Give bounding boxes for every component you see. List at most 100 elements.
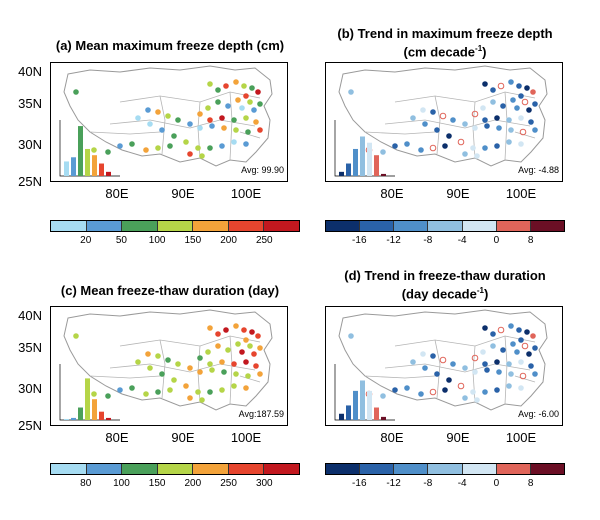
station-marker bbox=[197, 125, 203, 131]
station-marker bbox=[430, 109, 436, 115]
station-marker bbox=[518, 93, 524, 99]
station-marker bbox=[434, 127, 440, 133]
colorbar-d-segment bbox=[530, 464, 564, 474]
histogram-bar bbox=[381, 173, 386, 176]
colorbar-c-segment bbox=[157, 464, 194, 474]
station-marker bbox=[470, 145, 476, 151]
colorbar-c-segment bbox=[51, 464, 87, 474]
station-marker bbox=[195, 145, 201, 151]
station-marker bbox=[508, 79, 514, 85]
station-marker bbox=[231, 361, 237, 367]
station-marker bbox=[496, 369, 502, 375]
colorbar-b-segment bbox=[530, 221, 564, 231]
colorbar-d-label: -4 bbox=[457, 478, 467, 489]
panel-b-title-line2: (cm decade-1) bbox=[403, 44, 487, 60]
station-marker bbox=[526, 107, 532, 113]
colorbar-c-segment bbox=[228, 464, 265, 474]
station-marker bbox=[480, 105, 486, 111]
colorbar-b-label: 0 bbox=[493, 235, 500, 246]
station-marker bbox=[526, 351, 532, 357]
station-marker bbox=[446, 377, 452, 383]
histogram-bar bbox=[360, 380, 365, 420]
station-marker bbox=[500, 347, 506, 353]
basin-boundary bbox=[229, 335, 233, 405]
station-marker bbox=[187, 121, 193, 127]
station-marker bbox=[171, 133, 177, 139]
station-marker bbox=[219, 387, 225, 393]
station-marker bbox=[430, 353, 436, 359]
panel-a-title-text: (a) Mean maximum freeze depth (cm) bbox=[55, 38, 285, 53]
station-marker bbox=[257, 371, 263, 377]
station-marker-insignificant bbox=[497, 326, 505, 334]
colorbar-a-segment bbox=[193, 221, 229, 231]
station-marker bbox=[420, 351, 426, 357]
ytick-a-35n: 35N bbox=[18, 96, 42, 111]
histogram-bar bbox=[353, 390, 358, 420]
station-marker bbox=[508, 323, 514, 329]
station-marker bbox=[508, 371, 514, 377]
station-marker bbox=[482, 361, 488, 367]
station-marker-insignificant bbox=[519, 128, 527, 136]
station-marker bbox=[155, 389, 161, 395]
map-a bbox=[59, 65, 273, 177]
station-marker bbox=[490, 87, 496, 93]
colorbar-b bbox=[325, 220, 565, 232]
panel-d-title: (d) Trend in freeze-thaw duration (day d… bbox=[315, 268, 575, 301]
xtick-a-100e: 100E bbox=[230, 186, 262, 201]
histogram-bar bbox=[374, 407, 379, 420]
station-marker bbox=[175, 117, 181, 123]
station-marker bbox=[117, 387, 123, 393]
station-marker bbox=[129, 385, 135, 391]
map-b bbox=[334, 65, 548, 177]
station-marker bbox=[500, 103, 506, 109]
station-marker bbox=[159, 127, 165, 133]
basin-boundary bbox=[364, 131, 436, 135]
station-marker bbox=[135, 115, 141, 121]
station-marker bbox=[167, 387, 173, 393]
station-marker bbox=[482, 145, 488, 151]
panel-c-title-text: (c) Mean freeze-thaw duration (day) bbox=[60, 283, 280, 298]
basin-boundary bbox=[159, 339, 166, 399]
station-marker bbox=[247, 99, 253, 105]
xtick-a-80e: 80E bbox=[105, 186, 129, 201]
panel-b-avg: Avg: -4.88 bbox=[518, 165, 559, 175]
station-marker bbox=[207, 117, 213, 123]
station-marker bbox=[524, 329, 530, 335]
station-marker bbox=[518, 115, 524, 121]
station-marker bbox=[231, 139, 237, 145]
station-marker bbox=[506, 139, 512, 145]
colorbar-d-segment bbox=[326, 464, 361, 474]
station-marker bbox=[472, 369, 478, 375]
station-marker bbox=[187, 395, 193, 401]
station-marker bbox=[243, 359, 249, 365]
colorbar-c-label: 250 bbox=[220, 478, 237, 489]
colorbar-a-label: 50 bbox=[115, 235, 127, 246]
basin-boundary bbox=[504, 91, 508, 161]
ytick-a-25n: 25N bbox=[18, 174, 42, 189]
station-marker bbox=[183, 383, 189, 389]
station-marker bbox=[241, 327, 247, 333]
ytick-c-30n: 30N bbox=[18, 381, 42, 396]
station-marker bbox=[516, 83, 522, 89]
station-marker bbox=[155, 353, 161, 359]
basin-boundary bbox=[514, 375, 536, 383]
station-marker bbox=[155, 109, 161, 115]
plateau-boundary bbox=[338, 309, 548, 411]
colorbar-b-segment bbox=[326, 221, 361, 231]
station-marker bbox=[197, 111, 203, 117]
station-marker bbox=[450, 117, 456, 123]
station-marker bbox=[207, 145, 213, 151]
station-marker-insignificant bbox=[439, 112, 447, 120]
station-marker bbox=[524, 85, 530, 91]
station-marker bbox=[494, 359, 500, 365]
station-marker bbox=[518, 385, 524, 391]
colorbar-d-segment bbox=[428, 464, 463, 474]
ytick-c-25n: 25N bbox=[18, 418, 42, 433]
colorbar-a-segment bbox=[51, 221, 87, 231]
basin-boundary bbox=[229, 91, 233, 161]
station-marker bbox=[205, 349, 211, 355]
station-marker bbox=[243, 115, 249, 121]
colorbar-a-segment bbox=[86, 221, 123, 231]
colorbar-a-segment bbox=[264, 221, 300, 231]
station-marker bbox=[117, 143, 123, 149]
